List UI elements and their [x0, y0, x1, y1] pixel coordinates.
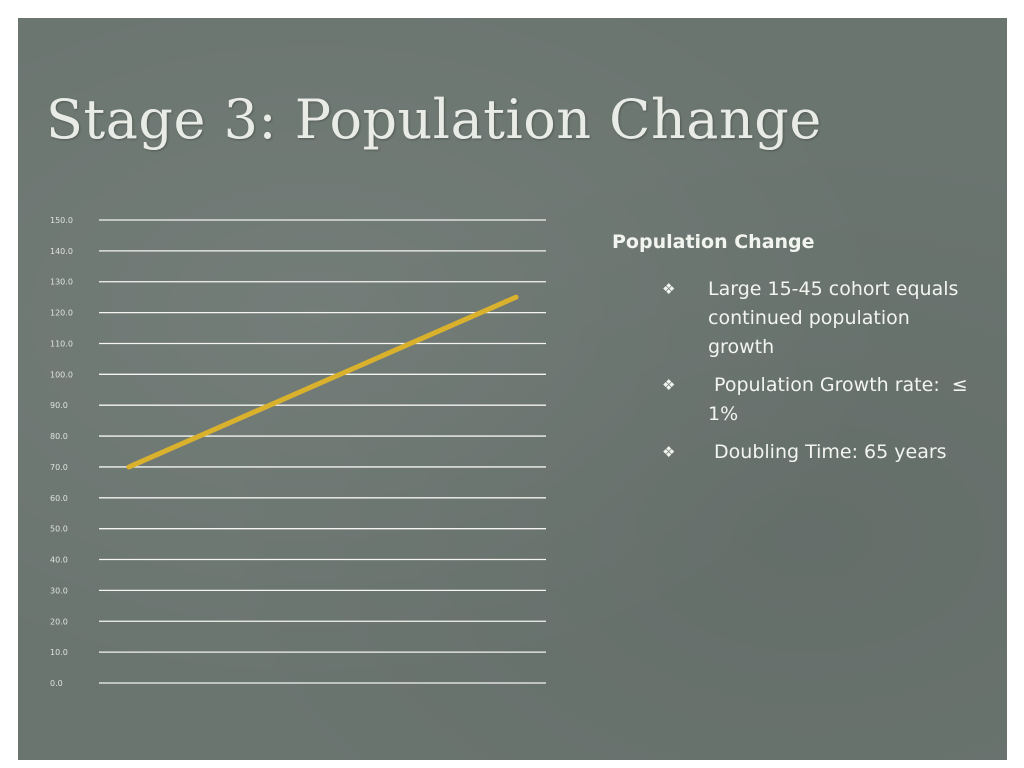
series-line [126, 294, 519, 470]
y-tick-label: 80.0 [50, 432, 68, 441]
bullet-text: Large 15-45 cohort equals continued popu… [708, 278, 959, 358]
bullet-text: Population Growth rate: ≤ 1% [708, 374, 974, 425]
series [126, 294, 519, 470]
gridlines [99, 219, 546, 684]
diamond-bullet-icon: ❖ [662, 443, 676, 461]
diamond-bullet-icon: ❖ [662, 280, 676, 298]
slide-title: Stage 3: Population Change [46, 88, 822, 151]
y-axis-ticks: 0.0 10.0 20.0 30.0 40.0 50.0 60.0 70.0 80.0 90.0 1… [50, 216, 73, 688]
y-tick-label: 110.0 [50, 339, 73, 348]
y-tick-label: 90.0 [50, 401, 68, 410]
y-tick-label: 130.0 [50, 278, 73, 287]
y-tick-label: 10.0 [50, 648, 68, 657]
y-tick-label: 100.0 [50, 370, 73, 379]
y-tick-label: 30.0 [50, 586, 68, 595]
y-tick-label: 140.0 [50, 247, 73, 256]
slide: Stage 3: Population Change 0.0 10.0 20.0 30… [18, 18, 1007, 760]
y-tick-label: 50.0 [50, 525, 68, 534]
list-item: ❖ Doubling Time: 65 years [612, 438, 992, 467]
text-panel: Population Change ❖ Large 15-45 cohort e… [612, 231, 992, 476]
y-tick-label: 60.0 [50, 494, 68, 503]
panel-heading: Population Change [612, 231, 815, 253]
bullet-list: ❖ Large 15-45 cohort equals continued po… [612, 275, 992, 467]
diamond-bullet-icon: ❖ [662, 376, 676, 394]
y-tick-label: 40.0 [50, 556, 68, 565]
bullet-text: Doubling Time: 65 years [708, 441, 947, 463]
line-chart: 0.0 10.0 20.0 30.0 40.0 50.0 60.0 70.0 80.0 90.0 1… [50, 216, 546, 688]
y-tick-label: 150.0 [50, 216, 73, 225]
y-tick-label: 0.0 [50, 679, 63, 688]
y-tick-label: 20.0 [50, 617, 68, 626]
y-tick-label: 120.0 [50, 309, 73, 318]
list-item: ❖ Population Growth rate: ≤ 1% [612, 371, 992, 429]
y-tick-label: 70.0 [50, 463, 68, 472]
list-item: ❖ Large 15-45 cohort equals continued po… [612, 275, 992, 362]
